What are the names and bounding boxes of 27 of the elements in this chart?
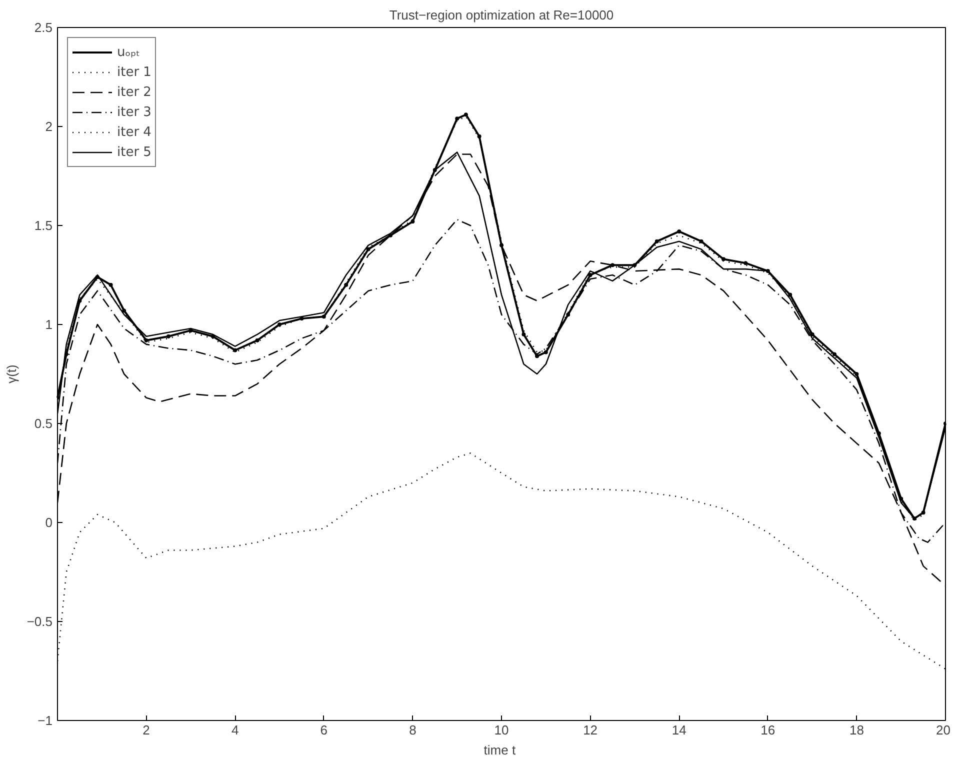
y-tick-label: 0 <box>45 515 53 530</box>
x-tick-label: 2 <box>142 722 150 738</box>
legend-label: iter 3 <box>117 104 152 120</box>
x-tick-label: 16 <box>760 722 776 738</box>
legend-label: iter 2 <box>117 84 152 100</box>
x-tick-label: 14 <box>672 722 686 738</box>
legend-label: iter 1 <box>117 64 152 80</box>
x-axis-title: time t <box>484 742 516 758</box>
y-axis-title: γ(t) <box>4 364 19 384</box>
legend-label: iter 5 <box>117 144 152 160</box>
y-tick-label: 2.5 <box>34 20 53 35</box>
y-tick-label: −1 <box>38 713 53 728</box>
y-tick-label: 2 <box>45 119 53 134</box>
chart-title: Trust−region optimization at Re=10000 <box>389 8 614 22</box>
legend-label: uₒₚₜ <box>117 44 140 60</box>
x-tick-label: 8 <box>409 722 416 738</box>
x-tick-label: 10 <box>494 722 509 738</box>
x-tick-label: 4 <box>231 722 239 738</box>
y-tick-label: 1 <box>45 317 53 332</box>
x-tick-label: 20 <box>936 722 951 738</box>
legend-label: iter 4 <box>117 124 152 140</box>
y-tick-label: −0.5 <box>26 614 53 629</box>
y-tick-label: 0.5 <box>34 416 53 431</box>
x-tick-label: 6 <box>320 722 328 738</box>
x-tick-label: 12 <box>583 722 598 738</box>
y-tick-label: 1.5 <box>34 218 53 233</box>
x-tick-label: 18 <box>849 722 864 738</box>
